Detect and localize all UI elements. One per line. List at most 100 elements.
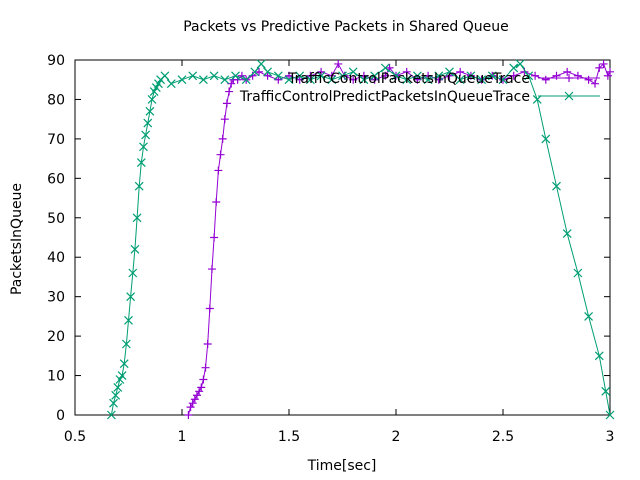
data-point: [349, 75, 358, 84]
data-point: [603, 71, 612, 80]
data-point: [207, 265, 216, 274]
y-axis-ticks: 0 10 20 30 40 50 60 70 80 90: [47, 53, 610, 424]
data-point: [573, 71, 582, 80]
x-axis-ticks: 0.5 1 1.5 2 2.5 3: [64, 60, 615, 445]
data-point: [205, 304, 214, 313]
data-point: [130, 244, 140, 254]
data-point: [380, 63, 390, 73]
data-point: [117, 371, 127, 380]
data-point: [445, 67, 454, 77]
data-point: [391, 71, 401, 81]
data-point: [381, 71, 390, 80]
data-point: [128, 268, 138, 278]
y-tick-label: 10: [47, 369, 65, 385]
data-point: [132, 213, 142, 223]
data-point: [594, 351, 604, 361]
y-tick-label: 50: [47, 211, 65, 227]
data-point: [147, 95, 157, 104]
data-point: [584, 75, 593, 84]
data-point: [327, 71, 336, 80]
data-point: [334, 59, 343, 68]
data-point: [552, 181, 561, 191]
data-point: [541, 134, 551, 144]
data-point: [273, 71, 283, 81]
x-axis-label: Time[sec]: [307, 458, 377, 474]
data-point: [214, 166, 223, 175]
data-point: [455, 75, 465, 85]
data-point: [220, 115, 229, 124]
data-point: [532, 95, 542, 104]
data-point: [370, 71, 380, 81]
data-point: [145, 106, 155, 116]
data-point: [359, 71, 368, 80]
data-point: [190, 395, 199, 404]
data-point: [225, 87, 234, 96]
data-point: [263, 71, 272, 80]
data-point: [106, 410, 116, 420]
x-tick-label: 1: [178, 429, 187, 445]
data-point: [509, 63, 519, 73]
data-point: [119, 359, 129, 369]
x-tick-label: 1.5: [278, 429, 300, 445]
legend-label: TrafficControlPredictPacketsInQueueTrace: [239, 89, 530, 105]
data-point: [591, 79, 600, 88]
data-point: [423, 75, 433, 85]
data-point: [285, 71, 293, 80]
data-point: [195, 387, 204, 396]
y-tick-label: 70: [47, 132, 65, 148]
legend-marker: [565, 74, 573, 82]
data-point: [113, 382, 123, 392]
y-tick-label: 80: [47, 92, 65, 108]
data-point: [210, 233, 219, 242]
data-point: [216, 150, 225, 159]
data-point: [584, 311, 594, 321]
data-point: [256, 59, 266, 69]
data-point: [109, 398, 118, 408]
data-point: [424, 71, 433, 80]
data-point: [177, 75, 187, 85]
data-point: [209, 71, 219, 81]
y-tick-label: 60: [47, 171, 65, 187]
data-point: [166, 79, 176, 89]
data-point: [509, 71, 518, 80]
data-point: [606, 67, 614, 76]
y-tick-label: 40: [47, 250, 65, 266]
data-point: [605, 410, 615, 420]
data-point: [184, 411, 193, 419]
data-point: [601, 386, 611, 396]
x-tick-label: 2.5: [492, 429, 514, 445]
x-tick-label: 3: [606, 429, 615, 445]
data-point: [231, 71, 240, 81]
data-point: [563, 67, 572, 76]
data-point: [434, 71, 444, 81]
data-point: [327, 75, 337, 85]
data-point: [573, 268, 583, 278]
data-point: [124, 315, 133, 325]
data-point: [139, 142, 148, 152]
x-tick-label: 0.5: [64, 429, 86, 445]
data-point: [434, 75, 443, 84]
data-point: [338, 71, 347, 81]
data-point: [487, 71, 497, 81]
data-point: [250, 67, 260, 77]
data-point: [263, 67, 273, 77]
data-point: [524, 71, 534, 81]
data-point: [305, 75, 315, 85]
data-point: [192, 391, 201, 400]
series-layer: [106, 59, 615, 420]
data-point: [306, 71, 315, 80]
data-point: [160, 71, 170, 81]
data-point: [531, 71, 540, 80]
data-point: [222, 99, 231, 108]
legend-marker: [564, 91, 574, 101]
data-point: [295, 75, 304, 84]
x-tick-label: 2: [392, 429, 401, 445]
data-point: [412, 71, 422, 81]
data-point: [220, 75, 230, 85]
legend: TrafficControlPacketsInQueueTrace Traffic…: [239, 71, 600, 105]
data-point: [141, 130, 151, 140]
data-point: [515, 59, 525, 69]
data-point: [562, 229, 572, 238]
data-point: [199, 375, 208, 384]
